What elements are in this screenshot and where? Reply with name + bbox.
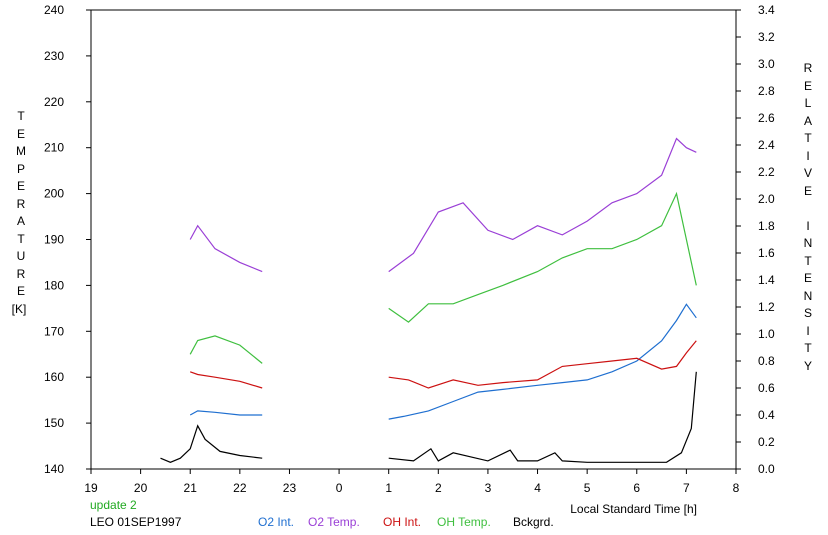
series-line-oh-temp [189, 335, 263, 364]
x-axis: 19 20 21 22 23 0 1 2 3 4 5 6 7 8 [84, 469, 740, 495]
y-right-tick-label: 1.6 [758, 246, 775, 260]
series-line-o2-temp [189, 224, 263, 273]
x-tick-label: 19 [84, 481, 98, 495]
x-axis-label: Local Standard Time [h] [570, 502, 697, 516]
y-right-tick-label: 1.8 [758, 219, 775, 233]
y-left-tick-label: 180 [44, 278, 64, 292]
series-lines [160, 137, 697, 463]
y-right-tick-label: 2.0 [758, 192, 775, 206]
y-right-tick-label: 2.4 [758, 138, 775, 152]
y-right-tick-label: 3.2 [758, 30, 775, 44]
legend-item: O2 Int. [258, 515, 294, 529]
x-tick-label: 4 [534, 481, 541, 495]
legend-item: Bckgrd. [513, 515, 554, 529]
x-tick-label: 7 [683, 481, 690, 495]
y-right-tick-label: 2.8 [758, 84, 775, 98]
series-line-o2-int [388, 303, 697, 420]
y-left-tick-label: 230 [44, 49, 64, 63]
y-right-tick-label: 0.6 [758, 381, 775, 395]
series-line-bckgrd [388, 371, 697, 463]
plot-frame [90, 9, 737, 470]
x-tick-label: 5 [584, 481, 591, 495]
series-line-o2-temp [388, 137, 697, 273]
y-left-tick-label: 160 [44, 370, 64, 384]
y-right-tick-label: 3.0 [758, 57, 775, 71]
x-tick-label: 21 [184, 481, 198, 495]
y-left-tick-label: 200 [44, 187, 64, 201]
y-left-tick-label: 170 [44, 324, 64, 338]
series-line-o2-int [189, 410, 263, 416]
station-date: LEO 01SEP1997 [90, 515, 182, 529]
y-right-tick-label: 2.6 [758, 111, 775, 125]
x-tick-label: 23 [283, 481, 297, 495]
y-left-tick-label: 240 [44, 3, 64, 17]
y-axis-left: 140 150 160 170 180 190 200 210 220 230 240 [44, 3, 91, 476]
y-left-unit: [K] [12, 302, 27, 316]
y-right-tick-label: 0.4 [758, 408, 775, 422]
series-line-oh-temp [388, 191, 697, 323]
legend-item: OH Temp. [437, 515, 491, 529]
series-line-oh-int [388, 340, 697, 389]
series-line-oh-int [189, 371, 263, 389]
x-tick-label: 22 [233, 481, 247, 495]
x-tick-label: 2 [435, 481, 442, 495]
update-note: update 2 [90, 498, 137, 512]
y-right-tick-label: 0.0 [758, 462, 775, 476]
series-line-bckgrd [160, 424, 263, 463]
x-tick-label: 0 [336, 481, 343, 495]
legend: O2 Int. O2 Temp. OH Int. OH Temp. Bckgrd. [258, 515, 554, 529]
legend-item: OH Int. [383, 515, 421, 529]
y-right-tick-label: 1.2 [758, 300, 775, 314]
y-right-tick-label: 1.4 [758, 273, 775, 287]
y-right-tick-label: 0.8 [758, 354, 775, 368]
legend-item: O2 Temp. [308, 515, 360, 529]
x-tick-label: 1 [385, 481, 392, 495]
y-right-tick-label: 2.2 [758, 165, 775, 179]
y-left-tick-label: 210 [44, 141, 64, 155]
x-tick-label: 20 [134, 481, 148, 495]
y-left-tick-label: 220 [44, 95, 64, 109]
y-axis-left-label: T E M P E R A T U R E [16, 109, 26, 298]
y-axis-right-label: R E L A T I V E I N T E N S I T Y [803, 61, 813, 373]
y-right-tick-label: 1.0 [758, 327, 775, 341]
y-left-tick-label: 190 [44, 233, 64, 247]
x-tick-label: 8 [733, 481, 740, 495]
y-axis-right: 0.0 0.2 0.4 0.6 0.8 1.0 1.2 1.4 1.6 1.8 2.0 2.2 2.4 2… [736, 3, 775, 476]
y-left-tick-label: 150 [44, 416, 64, 430]
y-left-tick-label: 140 [44, 462, 64, 476]
x-tick-label: 3 [485, 481, 492, 495]
y-right-tick-label: 0.2 [758, 435, 775, 449]
x-tick-label: 6 [633, 481, 640, 495]
y-right-tick-label: 3.4 [758, 3, 775, 17]
